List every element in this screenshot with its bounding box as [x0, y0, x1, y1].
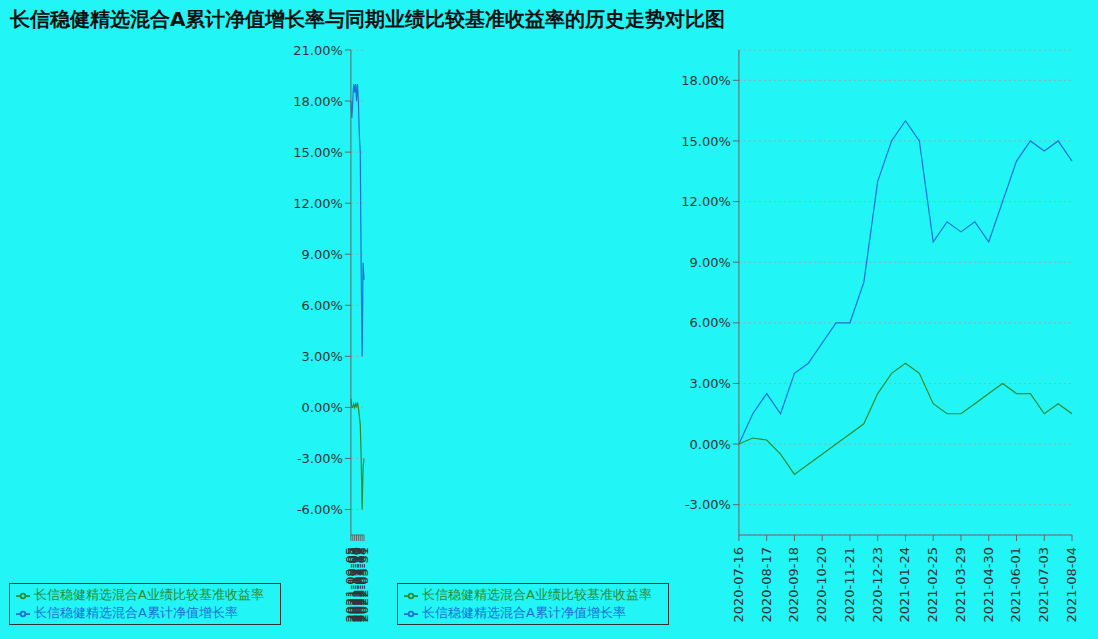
svg-text:9.00%: 9.00%: [302, 247, 343, 262]
svg-text:6.00%: 6.00%: [302, 298, 343, 313]
svg-text:12.00%: 12.00%: [293, 196, 343, 211]
svg-text:2021-01-24: 2021-01-24: [897, 547, 912, 623]
svg-text:-3.00%: -3.00%: [685, 497, 731, 512]
svg-text:6.00%: 6.00%: [690, 315, 731, 330]
svg-text:2021-08-04: 2021-08-04: [1064, 547, 1079, 623]
html-text:长信稳健精选混合A累计净值增长率与同期业绩比较基准收益率的历: 长信稳健精选混合A累计净值增长率与同期业绩比较基准收益率的历史走势对比图: [10, 7, 726, 31]
svg-text:2021-02-25: 2021-02-25: [925, 547, 940, 623]
svg-text:2021-03-29: 2021-03-29: [953, 547, 968, 623]
html-text:长信稳健精选混合A累计净值增长率: 长信稳健精选混合A累计净值增长率: [34, 605, 238, 620]
svg-text:18.00%: 18.00%: [681, 73, 731, 88]
svg-text:2022-03-31: 2022-03-31: [356, 547, 371, 623]
svg-text:-6.00%: -6.00%: [297, 502, 343, 517]
svg-text:2020-07-16: 2020-07-16: [731, 547, 746, 623]
svg-text:0.00%: 0.00%: [690, 437, 731, 452]
svg-text:2020-08-17: 2020-08-17: [759, 547, 774, 623]
svg-text:2020-11-21: 2020-11-21: [842, 547, 857, 623]
svg-text:2020-12-23: 2020-12-23: [870, 547, 885, 623]
svg-text:18.00%: 18.00%: [293, 94, 343, 109]
svg-text:3.00%: 3.00%: [690, 376, 731, 391]
svg-text:2021-06-01: 2021-06-01: [1008, 547, 1023, 623]
svg-text:21.00%: 21.00%: [293, 43, 343, 58]
svg-text:12.00%: 12.00%: [681, 194, 731, 209]
html-text:长信稳健精选混合A业绩比较基准收益率: 长信稳健精选混合A业绩比较基准收益率: [422, 587, 652, 602]
svg-text:2021-04-30: 2021-04-30: [981, 547, 996, 623]
svg-text:2020-10-20: 2020-10-20: [814, 547, 829, 623]
svg-text:15.00%: 15.00%: [293, 145, 343, 160]
svg-text:0.00%: 0.00%: [302, 400, 343, 415]
svg-text:2021-07-03: 2021-07-03: [1036, 547, 1051, 623]
svg-text:9.00%: 9.00%: [690, 255, 731, 270]
html-text:长信稳健精选混合A累计净值增长率: 长信稳健精选混合A累计净值增长率: [422, 605, 626, 620]
html-text:长信稳健精选混合A业绩比较基准收益率: 长信稳健精选混合A业绩比较基准收益率: [34, 587, 264, 602]
svg-text:2020-09-18: 2020-09-18: [786, 547, 801, 623]
svg-text:3.00%: 3.00%: [302, 349, 343, 364]
svg-text:-3.00%: -3.00%: [297, 451, 343, 466]
svg-text:15.00%: 15.00%: [681, 134, 731, 149]
